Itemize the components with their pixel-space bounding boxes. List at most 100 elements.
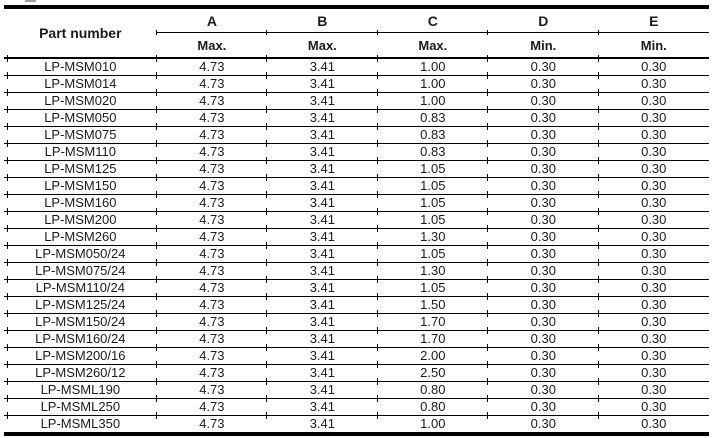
- value-cell: 0.30: [487, 191, 599, 212]
- value-cell: 0.30: [487, 54, 598, 76]
- part-number-cell: LP-MSM150: [4, 174, 157, 195]
- value-cell: 4.73: [155, 361, 268, 382]
- value-cell: 4.73: [155, 72, 268, 93]
- value-cell: 0.30: [487, 361, 599, 382]
- value-cell: 0.83: [376, 140, 489, 161]
- col-header-a: A: [155, 7, 268, 33]
- value-cell: 0.30: [597, 276, 709, 297]
- value-cell: 1.05: [376, 242, 489, 263]
- value-cell: 4.73: [155, 54, 267, 76]
- value-cell: 0.30: [597, 395, 709, 416]
- value-cell: 0.30: [487, 225, 599, 246]
- value-cell: 3.41: [266, 191, 378, 212]
- value-cell: 3.41: [266, 293, 378, 314]
- value-cell: 3.41: [266, 89, 378, 110]
- value-cell: 3.41: [266, 395, 378, 416]
- col-header-e: E: [597, 7, 709, 33]
- value-cell: 4.73: [155, 225, 268, 246]
- value-cell: 0.30: [597, 327, 709, 348]
- header-row-limits: Max. Max. Max. Min. Min.: [4, 32, 709, 59]
- value-cell: 0.30: [597, 242, 709, 263]
- value-cell: 0.30: [597, 412, 709, 434]
- table-row: LP-MSM260/12 4.73 3.41 2.50 0.30 0.30: [4, 361, 709, 382]
- value-cell: 3.41: [266, 344, 378, 365]
- value-cell: 1.05: [376, 276, 489, 297]
- value-cell: 0.30: [487, 140, 599, 161]
- table-row: LP-MSML190 4.73 3.41 0.80 0.30 0.30: [4, 378, 709, 399]
- value-cell: 0.30: [487, 242, 599, 263]
- part-number-cell: LP-MSM075/24: [4, 259, 157, 280]
- col-subheader-a: Max.: [156, 32, 268, 59]
- part-number-cell: LP-MSM010: [4, 54, 157, 76]
- part-number-header: Part number: [4, 7, 157, 59]
- value-cell: 3.41: [266, 259, 378, 280]
- value-cell: 3.41: [266, 378, 378, 399]
- value-cell: 0.30: [597, 208, 709, 229]
- value-cell: 0.30: [597, 72, 709, 93]
- value-cell: 0.83: [376, 123, 489, 144]
- value-cell: 3.41: [266, 225, 378, 246]
- value-cell: 4.73: [155, 378, 268, 399]
- value-cell: 4.73: [155, 293, 268, 314]
- value-cell: 4.73: [155, 327, 268, 348]
- part-number-cell: LP-MSM200: [4, 208, 157, 229]
- table-body: LP-MSM010 4.73 3.41 1.00 0.30 0.30 LP-MSM014 4.…: [4, 54, 709, 434]
- value-cell: 0.30: [597, 293, 709, 314]
- value-cell: 0.30: [597, 310, 709, 331]
- col-subheader-d: Min.: [488, 32, 599, 59]
- value-cell: 0.30: [597, 259, 709, 280]
- col-header-d: D: [487, 7, 599, 33]
- part-number-cell: LP-MSM110: [4, 140, 157, 161]
- value-cell: 0.30: [487, 106, 599, 127]
- value-cell: 0.30: [487, 123, 599, 144]
- value-cell: 0.30: [487, 293, 599, 314]
- value-cell: 0.30: [597, 191, 709, 212]
- value-cell: 1.50: [376, 293, 489, 314]
- table-row: LP-MSM200/16 4.73 3.41 2.00 0.30 0.30: [4, 344, 709, 365]
- value-cell: 3.41: [266, 123, 378, 144]
- table-row: LP-MSM075 4.73 3.41 0.83 0.30 0.30: [4, 123, 709, 144]
- value-cell: 3.41: [266, 276, 378, 297]
- value-cell: 4.73: [155, 276, 268, 297]
- value-cell: 3.41: [266, 54, 377, 76]
- col-subheader-b: Max.: [267, 32, 378, 59]
- col-subheader-c: Max.: [377, 32, 489, 59]
- table-row: LP-MSM110 4.73 3.41 0.83 0.30 0.30: [4, 140, 709, 161]
- value-cell: 1.30: [376, 225, 489, 246]
- value-cell: 1.05: [376, 174, 489, 195]
- value-cell: 4.73: [155, 106, 268, 127]
- header-row-letters: Part number A B C D E: [4, 7, 709, 59]
- col-subheader-e: Min.: [598, 32, 709, 59]
- value-cell: 4.73: [155, 395, 268, 416]
- value-cell: 4.73: [155, 174, 268, 195]
- value-cell: 4.73: [155, 208, 268, 229]
- value-cell: 3.41: [266, 140, 378, 161]
- value-cell: 0.30: [597, 54, 709, 76]
- part-number-cell: LP-MSM020: [4, 89, 157, 110]
- value-cell: 3.41: [266, 310, 378, 331]
- value-cell: 3.41: [266, 361, 378, 382]
- value-cell: 0.30: [487, 157, 599, 178]
- value-cell: 1.00: [376, 412, 489, 434]
- cropped-text-artifact: [25, 0, 36, 2]
- part-number-cell: LP-MSM160: [4, 191, 157, 212]
- value-cell: 0.30: [597, 89, 709, 110]
- value-cell: 0.30: [597, 157, 709, 178]
- value-cell: 0.30: [597, 140, 709, 161]
- table-row: LP-MSM260 4.73 3.41 1.30 0.30 0.30: [4, 225, 709, 246]
- part-number-cell: LP-MSM150/24: [4, 310, 157, 331]
- value-cell: 0.30: [597, 123, 709, 144]
- value-cell: 0.30: [487, 174, 599, 195]
- part-number-cell: LP-MSML250: [4, 395, 157, 416]
- value-cell: 1.05: [376, 191, 489, 212]
- table-row: LP-MSM010 4.73 3.41 1.00 0.30 0.30: [4, 54, 709, 76]
- value-cell: 0.30: [487, 344, 599, 365]
- table-row: LP-MSM160 4.73 3.41 1.05 0.30 0.30: [4, 191, 709, 212]
- table-row: LP-MSM150/24 4.73 3.41 1.70 0.30 0.30: [4, 310, 709, 331]
- value-cell: 0.80: [376, 378, 489, 399]
- table-row: LP-MSM150 4.73 3.41 1.05 0.30 0.30: [4, 174, 709, 195]
- value-cell: 1.30: [376, 259, 489, 280]
- part-number-cell: LP-MSM160/24: [4, 327, 157, 348]
- value-cell: 4.73: [155, 310, 268, 331]
